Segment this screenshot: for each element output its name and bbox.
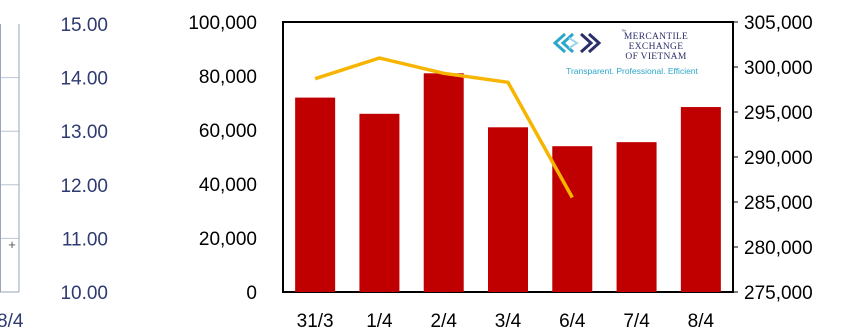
left-panel-y-tick-label: 13.00 xyxy=(60,122,108,143)
x-axis-ticks: 31/3 1/4 2/4 3/4 6/4 7/4 8/4 xyxy=(297,311,715,332)
x-tick-label: 1/4 xyxy=(366,311,393,332)
x-tick-label: 31/3 xyxy=(297,311,334,332)
y-right-tick-label: 290,000 xyxy=(744,148,813,169)
bar xyxy=(488,127,528,292)
left-panel-y-tick-label: 14.00 xyxy=(60,69,108,90)
left-panel-marker: + xyxy=(8,237,16,252)
y-right-tick-label: 305,000 xyxy=(744,13,813,34)
y-right-tick-label: 295,000 xyxy=(744,103,813,124)
logo-line-3: OF VIETNAM xyxy=(625,52,686,62)
bar xyxy=(423,73,464,292)
mxv-chevron-logo-icon xyxy=(552,32,602,54)
y-left-tick-label: 0 xyxy=(246,283,257,304)
line-series xyxy=(314,56,574,199)
y-left-tick-label: 80,000 xyxy=(199,67,257,88)
bar xyxy=(359,113,400,292)
left-partial-chart: + 15.00 14.00 13.00 12.00 11.00 10.00 8/4 xyxy=(0,15,108,332)
line-series-path xyxy=(314,56,574,199)
logo-line-1: MERCANTILE xyxy=(624,32,688,42)
y-right-tick-label: 300,000 xyxy=(744,58,813,79)
y-right-tick-label: 285,000 xyxy=(744,193,813,214)
logo-tagline: Transparent. Professional. Efficient xyxy=(566,66,698,76)
bar xyxy=(616,142,657,292)
logo-tm: ™ xyxy=(621,29,626,35)
y-left-tick-label: 20,000 xyxy=(199,229,257,250)
y-axis-left-ticks: 0 20,000 40,000 60,000 80,000 100,000 xyxy=(188,13,257,304)
logo-line-2: EXCHANGE xyxy=(629,42,684,52)
bar xyxy=(680,107,721,292)
mxv-logo: MERCANTILE EXCHANGE OF VIETNAM ™ Transpa… xyxy=(552,29,699,76)
left-panel-gridlines xyxy=(0,77,19,239)
left-panel-y-tick-label: 11.00 xyxy=(62,229,108,250)
y-right-tick-label: 275,000 xyxy=(744,283,813,304)
x-tick-label: 2/4 xyxy=(431,311,458,332)
left-panel-x-tick: 8/4 xyxy=(0,311,24,332)
y-left-tick-label: 100,000 xyxy=(188,13,257,34)
main-chart: 0 20,000 40,000 60,000 80,000 100,000 275,000… xyxy=(188,13,812,332)
bar-series xyxy=(295,73,721,292)
left-panel-y-tick-label: 12.00 xyxy=(60,176,108,197)
bar xyxy=(552,146,593,292)
x-tick-label: 8/4 xyxy=(688,311,715,332)
x-tick-label: 7/4 xyxy=(623,311,650,332)
y-left-tick-label: 60,000 xyxy=(199,121,257,142)
x-tick-label: 3/4 xyxy=(495,311,522,332)
left-panel-y-tick-label: 10.00 xyxy=(60,283,108,304)
y-right-tick-label: 280,000 xyxy=(744,238,813,259)
bar xyxy=(295,97,336,292)
left-panel-y-ticks: 15.00 14.00 13.00 12.00 11.00 10.00 xyxy=(60,15,108,304)
y-axis-right-ticks: 275,000 280,000 285,000 290,000 295,000 300,0… xyxy=(733,13,813,304)
x-tick-label: 6/4 xyxy=(559,311,586,332)
y-left-tick-label: 40,000 xyxy=(199,175,257,196)
left-panel-y-tick-label: 15.00 xyxy=(60,15,108,36)
